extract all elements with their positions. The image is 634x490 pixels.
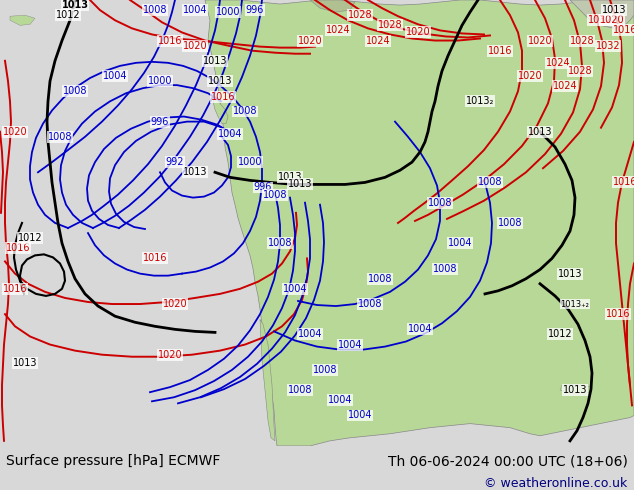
Text: 1028: 1028 xyxy=(570,36,594,46)
Text: 1028: 1028 xyxy=(378,21,403,30)
Text: 1013: 1013 xyxy=(183,167,207,177)
Text: 1008: 1008 xyxy=(358,299,382,309)
Text: 1028: 1028 xyxy=(347,10,372,20)
Text: 1016: 1016 xyxy=(605,309,630,319)
Text: 1016: 1016 xyxy=(210,92,235,102)
Text: 1024: 1024 xyxy=(546,58,571,68)
Text: 1008: 1008 xyxy=(478,177,502,187)
Text: Th 06-06-2024 00:00 UTC (18+06): Th 06-06-2024 00:00 UTC (18+06) xyxy=(388,454,628,468)
Text: 1016: 1016 xyxy=(612,25,634,35)
Text: 1008: 1008 xyxy=(368,274,392,284)
Text: 1013₂: 1013₂ xyxy=(466,97,494,106)
Text: 1004: 1004 xyxy=(103,71,127,81)
Text: 1013: 1013 xyxy=(563,385,587,395)
Text: 1020: 1020 xyxy=(527,36,552,46)
Polygon shape xyxy=(260,319,275,441)
Text: 1008: 1008 xyxy=(288,385,313,395)
Polygon shape xyxy=(560,385,592,393)
Text: 1008: 1008 xyxy=(428,197,452,208)
Text: 1020: 1020 xyxy=(3,127,27,137)
Text: 1012: 1012 xyxy=(56,10,81,20)
Text: 1012: 1012 xyxy=(18,233,42,243)
Text: 1020: 1020 xyxy=(298,36,322,46)
Text: 1004: 1004 xyxy=(448,238,472,248)
Text: 1004: 1004 xyxy=(217,129,242,139)
Text: 1008: 1008 xyxy=(262,190,287,199)
Text: 992: 992 xyxy=(165,157,184,167)
Text: 1004: 1004 xyxy=(348,411,372,420)
Text: 1000: 1000 xyxy=(216,7,240,17)
Polygon shape xyxy=(213,96,228,123)
Text: 1016: 1016 xyxy=(488,46,512,56)
Text: 1024: 1024 xyxy=(326,25,351,35)
Text: 1016: 1016 xyxy=(143,253,167,264)
Text: © weatheronline.co.uk: © weatheronline.co.uk xyxy=(484,477,628,490)
Text: 1020: 1020 xyxy=(158,350,183,360)
Text: 996: 996 xyxy=(246,5,264,15)
Text: 1004: 1004 xyxy=(298,329,322,340)
Text: 1020: 1020 xyxy=(518,71,542,81)
Text: 1004: 1004 xyxy=(283,284,307,294)
Text: 1013: 1013 xyxy=(208,76,232,86)
Text: 1016: 1016 xyxy=(6,244,30,253)
Polygon shape xyxy=(570,0,634,28)
Text: 1004: 1004 xyxy=(328,395,353,405)
Polygon shape xyxy=(10,15,35,25)
Text: 1020: 1020 xyxy=(183,41,207,50)
Text: 1008: 1008 xyxy=(233,106,257,117)
Text: 1012: 1012 xyxy=(548,329,573,340)
Text: 1008: 1008 xyxy=(143,5,167,15)
Text: 1013: 1013 xyxy=(558,269,582,279)
Text: 1004: 1004 xyxy=(408,324,432,334)
Text: 1013: 1013 xyxy=(13,358,37,368)
Text: 1024: 1024 xyxy=(553,81,578,91)
Text: 1016: 1016 xyxy=(158,36,182,46)
Text: 1013: 1013 xyxy=(278,172,302,182)
Text: 996: 996 xyxy=(151,117,169,126)
Text: 1008: 1008 xyxy=(48,132,72,142)
Text: 1013₊₂: 1013₊₂ xyxy=(560,299,590,309)
Text: 1024: 1024 xyxy=(366,36,391,46)
Text: 1013: 1013 xyxy=(61,0,89,10)
Text: 1013: 1013 xyxy=(203,56,227,66)
Polygon shape xyxy=(205,0,634,446)
Text: 1000: 1000 xyxy=(238,157,262,167)
Text: 1008: 1008 xyxy=(313,365,337,375)
Text: 1020: 1020 xyxy=(600,15,624,25)
Text: 1013: 1013 xyxy=(288,179,313,190)
Text: 1004: 1004 xyxy=(183,5,207,15)
Text: 1020: 1020 xyxy=(406,27,430,37)
Text: Surface pressure [hPa] ECMWF: Surface pressure [hPa] ECMWF xyxy=(6,454,221,468)
Text: 996: 996 xyxy=(254,182,272,193)
Text: 1000: 1000 xyxy=(148,76,172,86)
Text: 1013: 1013 xyxy=(527,127,552,137)
Text: 1008: 1008 xyxy=(433,264,457,273)
Polygon shape xyxy=(310,0,355,12)
Text: 1032: 1032 xyxy=(588,15,612,25)
Text: 1032: 1032 xyxy=(596,41,620,50)
Text: 1008: 1008 xyxy=(63,86,87,96)
Text: 1016: 1016 xyxy=(612,177,634,187)
Text: 1008: 1008 xyxy=(268,238,292,248)
Text: 1008: 1008 xyxy=(498,218,522,228)
Text: 1013: 1013 xyxy=(602,5,626,15)
Text: 1028: 1028 xyxy=(567,66,592,76)
Text: 1004: 1004 xyxy=(338,340,362,349)
Text: 1020: 1020 xyxy=(163,299,187,309)
Text: 1016: 1016 xyxy=(3,284,27,294)
